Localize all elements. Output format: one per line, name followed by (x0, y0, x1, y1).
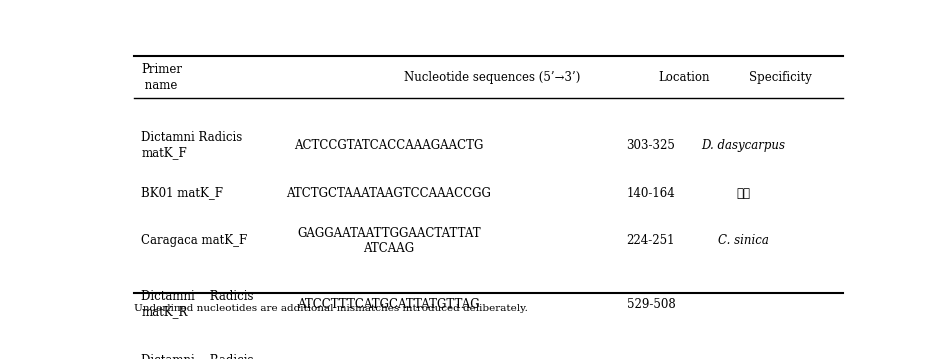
Text: Underlined nucleotides are additional mismatches introduced deliberately.: Underlined nucleotides are additional mi… (133, 304, 527, 313)
Text: 529-508: 529-508 (625, 298, 675, 311)
Text: 303-325: 303-325 (625, 139, 675, 152)
Text: Dictamni    Radicis
matK_R: Dictamni Radicis matK_R (141, 290, 253, 318)
Text: GAGGAATAATTGGAACTATTAT
ATCAAG: GAGGAATAATTGGAACTATTAT ATCAAG (297, 227, 480, 255)
Text: Dictamni Radicis
matK_F: Dictamni Radicis matK_F (141, 131, 242, 159)
Text: D. dasycarpus: D. dasycarpus (701, 139, 784, 152)
Text: 224-251: 224-251 (626, 234, 674, 247)
Text: C. sinica: C. sinica (717, 234, 768, 247)
Text: Caragaca matK_F: Caragaca matK_F (141, 234, 248, 247)
Text: Dictamni    Radicis
matK_R2: Dictamni Radicis matK_R2 (141, 354, 253, 359)
Text: 140-164: 140-164 (625, 187, 675, 200)
Text: BK01 matK_F: BK01 matK_F (141, 187, 223, 200)
Text: Primer
 name: Primer name (141, 63, 182, 92)
Text: Specificity: Specificity (748, 71, 811, 84)
Text: ACTCCGTATCACCAAAGAACTG: ACTCCGTATCACCAAAGAACTG (294, 139, 483, 152)
Text: 위품: 위품 (736, 187, 749, 200)
Text: ATCTGCTAAATAAGTCCAAACCGG: ATCTGCTAAATAAGTCCAAACCGG (286, 187, 490, 200)
Text: Location: Location (658, 71, 709, 84)
Text: Nucleotide sequences (5’→3’): Nucleotide sequences (5’→3’) (404, 71, 580, 84)
Text: ATCCTTTCATGCATTATGTTAG: ATCCTTTCATGCATTATGTTAG (297, 298, 480, 311)
